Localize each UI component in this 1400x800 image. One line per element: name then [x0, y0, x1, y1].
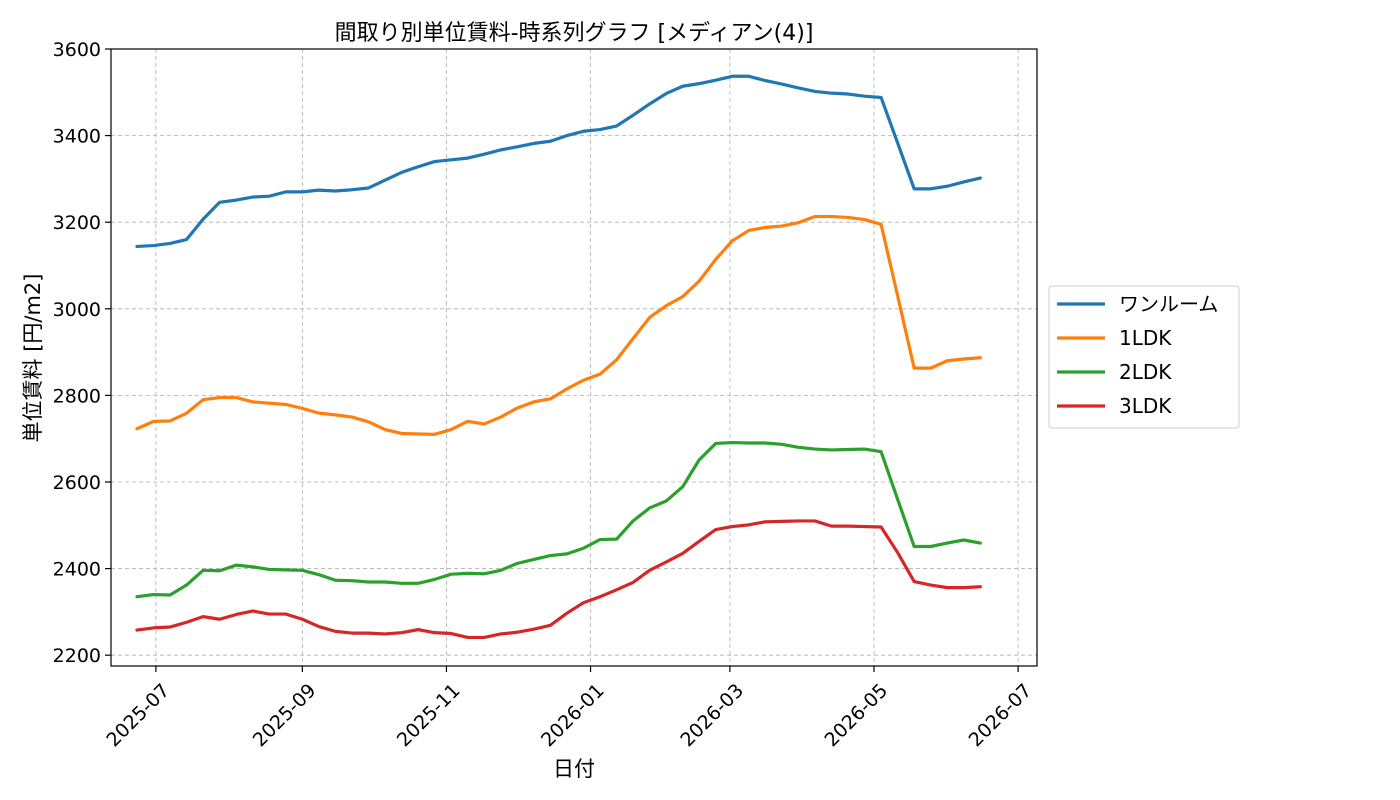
- x-tick-label: 2026-03: [676, 680, 748, 752]
- x-tick-label: 2025-09: [249, 680, 321, 752]
- series-line-1: [135, 74, 982, 249]
- y-tick-label: 2400: [53, 559, 101, 581]
- series-line-4: [135, 519, 982, 640]
- x-tick-label: 2026-07: [965, 680, 1037, 752]
- x-tick-label: 2025-11: [393, 680, 465, 752]
- legend-label: 3LDK: [1119, 394, 1172, 418]
- legend-label: 2LDK: [1119, 360, 1172, 384]
- series-lines: [135, 74, 982, 640]
- series-line-2: [135, 214, 982, 436]
- plot-frame: [110, 48, 1038, 667]
- legend: ワンルーム 1LDK 2LDK 3LDK: [1048, 285, 1240, 429]
- y-tick-label: 3000: [53, 299, 101, 321]
- chart-title: 間取り別単位賃料-時系列グラフ [メディアン(4)]: [335, 21, 814, 46]
- y-tick-label: 2800: [53, 385, 101, 407]
- grid-lines: [111, 48, 1037, 666]
- y-tick-label: 3200: [53, 212, 101, 234]
- y-axis-title: 単位賃料 [円/m2]: [21, 274, 45, 443]
- legend-label: ワンルーム: [1119, 292, 1218, 316]
- x-tick-label: 2025-07: [102, 680, 174, 752]
- y-tick-label: 3400: [53, 126, 101, 148]
- legend-label: 1LDK: [1119, 326, 1172, 350]
- y-tick-label: 2600: [53, 472, 101, 494]
- y-tick-label: 2200: [53, 645, 101, 667]
- y-tick-label: 3600: [53, 39, 101, 61]
- x-axis-title: 日付: [553, 757, 595, 781]
- x-tick-label: 2026-05: [820, 680, 892, 752]
- series-line-3: [135, 440, 982, 599]
- legend-frame: [1048, 285, 1240, 429]
- x-tick-label: 2026-01: [537, 680, 609, 752]
